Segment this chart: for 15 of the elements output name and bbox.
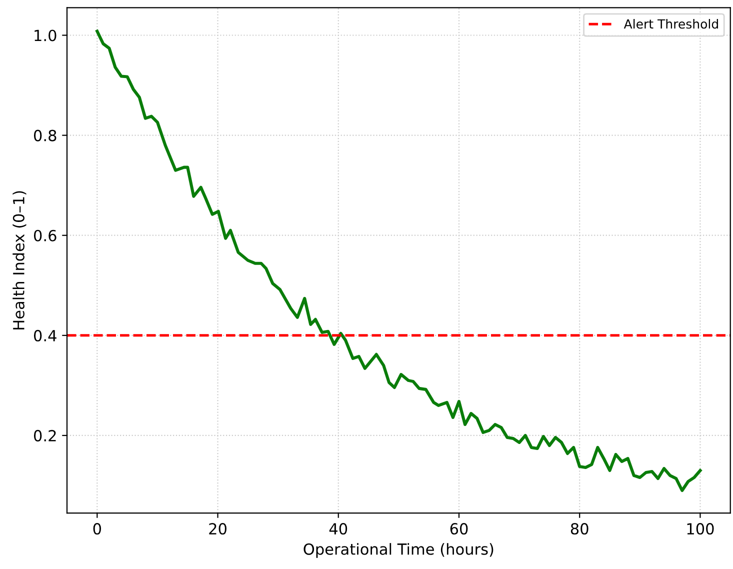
x-tick-label: 60: [450, 523, 468, 535]
y-tick-label: 0.4: [34, 330, 56, 342]
x-tick-label: 40: [329, 523, 348, 535]
y-tick-label: 0.6: [34, 230, 56, 242]
x-tick-label: 0: [93, 523, 101, 535]
y-axis-title: Health Index (0–1): [12, 191, 26, 330]
line-series: [96, 30, 702, 492]
x-tick-label: 20: [209, 523, 226, 535]
x-axis-title: Operational Time (hours): [304, 543, 494, 558]
y-tick-label: 0.8: [34, 130, 56, 142]
x-tick-label: 100: [687, 523, 714, 535]
y-tick-label: 1.0: [34, 30, 56, 42]
x-tick-label: 80: [570, 523, 588, 535]
legend-label: Alert Threshold: [624, 18, 718, 29]
y-tick-label: 0.2: [34, 430, 56, 442]
